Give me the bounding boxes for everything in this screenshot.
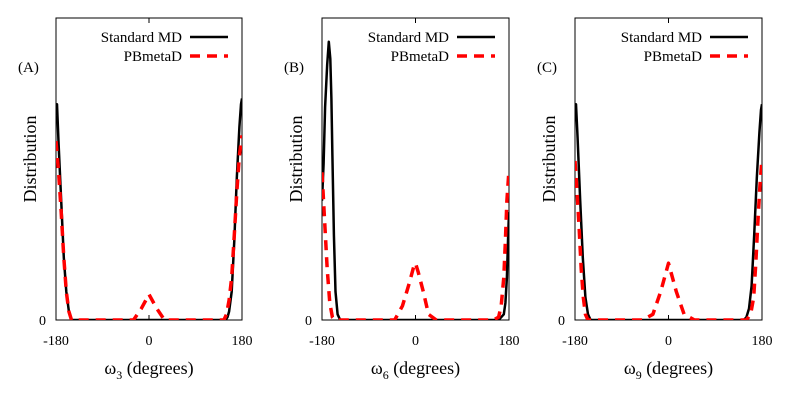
series-line-standard-md	[322, 40, 509, 320]
x-tick-label: 180	[232, 334, 253, 349]
x-tick-label: 0	[146, 334, 153, 349]
y-tick-label: 0	[39, 314, 46, 329]
chart-panel: -180 0 180 0 Distribution ω6 (degrees) (B) Stan…	[284, 17, 520, 382]
series-line-pbmetad	[322, 169, 509, 320]
y-tick-label: 0	[558, 314, 565, 329]
y-axis-label: Distribution	[286, 115, 306, 202]
chart-panel: -180 0 180 0 Distribution ω3 (degrees) (A) Stan…	[18, 17, 253, 382]
x-axis-label-units: (degrees)	[642, 358, 713, 379]
x-axis-label: ω3 (degrees)	[104, 358, 193, 382]
x-axis-label-subscript: 9	[636, 368, 642, 382]
y-axis-label: Distribution	[20, 115, 40, 202]
series-line-pbmetad	[56, 135, 242, 320]
x-tick-label: 180	[499, 334, 520, 349]
panel-label: (A)	[18, 60, 39, 76]
legend-label: PBmetaD	[644, 49, 702, 65]
y-axis-label: Distribution	[539, 115, 559, 202]
series-line-standard-md	[575, 102, 762, 320]
x-tick-label: 180	[752, 334, 773, 349]
panel-label: (C)	[537, 60, 557, 76]
x-axis-label: ω9 (degrees)	[624, 358, 713, 382]
legend-label: PBmetaD	[391, 49, 449, 65]
series-line-pbmetad	[575, 157, 762, 320]
legend-label: Standard MD	[621, 30, 702, 46]
panel-label: (B)	[284, 60, 304, 76]
chart-panel: -180 0 180 0 Distribution ω9 (degrees) (C) Stan…	[537, 17, 773, 382]
x-axis-label-symbol: ω	[104, 358, 116, 378]
x-axis-label-subscript: 3	[116, 368, 122, 382]
y-tick-label: 0	[305, 314, 312, 329]
legend-label: Standard MD	[101, 30, 182, 46]
x-axis-label-units: (degrees)	[122, 358, 193, 379]
x-tick-label: 0	[412, 334, 419, 349]
x-axis-label-units: (degrees)	[389, 358, 460, 379]
x-tick-label: -180	[562, 334, 588, 349]
x-tick-label: 0	[665, 334, 672, 349]
x-axis-label: ω6 (degrees)	[371, 358, 460, 382]
x-axis-label-symbol: ω	[371, 358, 383, 378]
legend-label: Standard MD	[368, 30, 449, 46]
x-axis-label-symbol: ω	[624, 358, 636, 378]
series-line-standard-md	[56, 98, 242, 320]
x-tick-label: -180	[309, 334, 335, 349]
legend-label: PBmetaD	[124, 49, 182, 65]
x-tick-label: -180	[43, 334, 69, 349]
x-axis-label-subscript: 6	[383, 368, 389, 382]
